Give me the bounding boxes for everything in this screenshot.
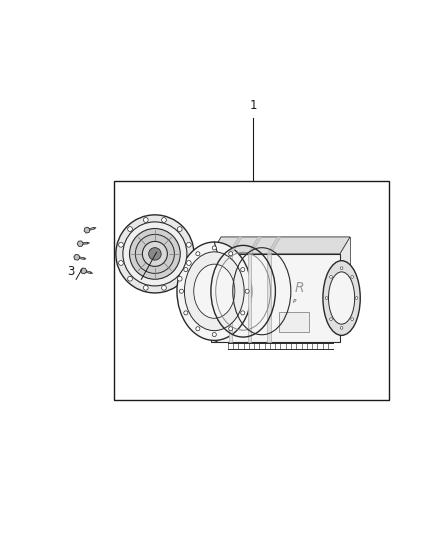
- Polygon shape: [80, 242, 88, 245]
- Polygon shape: [229, 237, 242, 254]
- Circle shape: [245, 289, 249, 293]
- Polygon shape: [221, 237, 350, 325]
- Polygon shape: [77, 241, 83, 246]
- Text: 3: 3: [67, 265, 75, 278]
- Circle shape: [143, 286, 148, 290]
- Circle shape: [162, 217, 166, 222]
- Polygon shape: [248, 237, 261, 254]
- Text: R: R: [294, 281, 304, 295]
- Circle shape: [241, 268, 245, 272]
- Polygon shape: [267, 237, 281, 254]
- Circle shape: [355, 297, 358, 300]
- Circle shape: [229, 327, 233, 331]
- Circle shape: [162, 286, 166, 290]
- Ellipse shape: [328, 272, 355, 324]
- Circle shape: [351, 318, 353, 320]
- Circle shape: [187, 243, 191, 247]
- Text: 1: 1: [250, 99, 257, 112]
- Circle shape: [123, 222, 187, 286]
- Ellipse shape: [152, 216, 159, 292]
- Circle shape: [212, 246, 216, 250]
- Circle shape: [148, 248, 161, 260]
- Circle shape: [119, 261, 124, 265]
- Circle shape: [143, 217, 148, 222]
- Circle shape: [180, 289, 184, 293]
- Circle shape: [330, 276, 332, 278]
- Circle shape: [212, 333, 216, 336]
- Bar: [279, 312, 309, 332]
- Polygon shape: [91, 272, 93, 273]
- Circle shape: [187, 261, 191, 265]
- Polygon shape: [211, 237, 350, 254]
- Polygon shape: [94, 228, 96, 229]
- Circle shape: [196, 252, 200, 256]
- Bar: [267, 254, 271, 342]
- Polygon shape: [211, 254, 340, 342]
- Text: 2: 2: [138, 260, 145, 272]
- Circle shape: [325, 297, 328, 300]
- Circle shape: [142, 241, 167, 266]
- Polygon shape: [81, 268, 87, 274]
- Circle shape: [184, 311, 188, 315]
- Circle shape: [116, 215, 194, 293]
- Bar: [114, 181, 389, 400]
- Circle shape: [340, 267, 343, 270]
- Polygon shape: [84, 227, 90, 233]
- Ellipse shape: [184, 252, 244, 330]
- Bar: [229, 254, 232, 342]
- Polygon shape: [83, 270, 91, 273]
- Polygon shape: [88, 242, 90, 244]
- Bar: [248, 254, 251, 342]
- Circle shape: [119, 243, 124, 247]
- Text: P: P: [293, 299, 296, 304]
- Circle shape: [351, 276, 353, 278]
- Circle shape: [229, 252, 233, 256]
- Circle shape: [130, 229, 180, 279]
- Circle shape: [196, 327, 200, 331]
- Circle shape: [340, 327, 343, 329]
- Circle shape: [127, 276, 132, 281]
- Circle shape: [177, 276, 182, 281]
- Circle shape: [177, 227, 182, 231]
- Polygon shape: [77, 256, 85, 260]
- Ellipse shape: [194, 264, 235, 318]
- Polygon shape: [87, 228, 95, 231]
- Circle shape: [330, 318, 332, 320]
- Circle shape: [135, 235, 174, 273]
- Circle shape: [127, 227, 132, 231]
- Ellipse shape: [323, 261, 360, 335]
- Polygon shape: [84, 258, 86, 260]
- Circle shape: [184, 268, 188, 272]
- Ellipse shape: [177, 242, 251, 341]
- Circle shape: [241, 311, 245, 315]
- Polygon shape: [74, 254, 80, 260]
